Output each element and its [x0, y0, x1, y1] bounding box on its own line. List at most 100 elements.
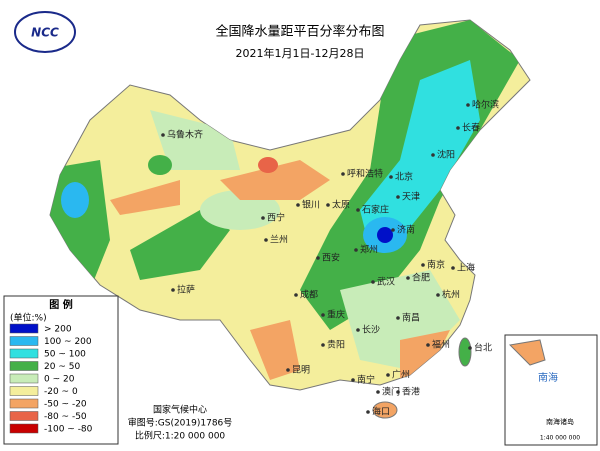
city-label: 南昌	[402, 312, 420, 324]
legend-unit: (单位:%)	[10, 312, 47, 324]
city-dot	[376, 390, 380, 394]
legend-label: 20 ~ 50	[44, 362, 80, 372]
legend-label: > 200	[44, 325, 72, 335]
city-label: 南京	[427, 259, 445, 271]
city-dot	[356, 328, 360, 332]
city-label: 澳门	[382, 386, 400, 398]
city-label: 天津	[402, 192, 420, 203]
city-dot	[421, 263, 425, 267]
city-dot	[436, 293, 440, 297]
city-dot	[466, 103, 470, 107]
city-dot	[386, 373, 390, 377]
city-dot	[396, 316, 400, 320]
title: 全国降水量距平百分率分布图	[215, 24, 384, 40]
city-dot	[261, 216, 265, 220]
city-dot	[286, 368, 290, 372]
legend-swatch	[9, 373, 39, 384]
city-label: 沈阳	[437, 149, 455, 161]
legend-swatch	[9, 411, 39, 421]
city-label: 哈尔滨	[472, 99, 499, 111]
city-dot	[341, 172, 345, 176]
city-label: 海口	[372, 406, 390, 418]
city-dot	[396, 390, 400, 394]
city-label: 西安	[322, 252, 340, 264]
city-label: 福州	[432, 339, 450, 351]
city-label: 西宁	[267, 212, 285, 224]
footer-org: 国家气候中心	[153, 404, 207, 416]
city-dot	[431, 153, 435, 157]
china-map	[49, 19, 531, 419]
legend-label: -20 ~ 0	[44, 387, 78, 397]
city-label: 郑州	[360, 244, 378, 256]
subtitle: 2021年1月1日-12月28日	[236, 46, 365, 60]
legend-label: -100 ~ -80	[44, 425, 93, 435]
legend-label: -50 ~ -20	[44, 400, 87, 410]
city-dot	[389, 175, 393, 179]
legend-swatch	[9, 323, 39, 334]
footer: 国家气候中心 审图号:GS(2019)1786号 比例尺:1:20 000 00…	[128, 404, 233, 442]
footer-review: 审图号:GS(2019)1786号	[128, 417, 233, 429]
city-dot	[391, 228, 395, 232]
inset-sea: 南海	[538, 371, 558, 384]
city-dot	[354, 248, 358, 252]
legend-label: 100 ~ 200	[44, 337, 92, 347]
legend-label: 50 ~ 100	[44, 350, 86, 360]
city-dot	[366, 410, 370, 414]
city-label: 武汉	[377, 276, 395, 288]
city-dot	[321, 343, 325, 347]
city-dot	[351, 378, 355, 382]
legend-swatch	[9, 423, 39, 434]
legend-swatch	[9, 336, 39, 346]
city-label: 重庆	[327, 309, 345, 321]
city-dot	[456, 126, 460, 130]
city-label: 南宁	[357, 374, 375, 386]
logo-text: NCC	[31, 26, 59, 40]
city-label: 石家庄	[362, 204, 389, 216]
legend-title: 图 例	[49, 298, 72, 311]
city-label: 昆明	[292, 365, 310, 376]
city-dot	[396, 195, 400, 199]
city-label: 香港	[402, 386, 420, 398]
city-label: 上海	[457, 262, 475, 274]
city-label: 银川	[302, 199, 320, 211]
city-label: 合肥	[412, 272, 430, 284]
legend-swatch	[9, 348, 39, 359]
city-dot	[468, 346, 472, 350]
city-dot	[326, 203, 330, 207]
city-label: 拉萨	[177, 284, 195, 296]
city-dot	[296, 203, 300, 207]
city-label: 广州	[392, 369, 410, 381]
city-label: 呼和浩特	[347, 168, 383, 180]
city-dot	[161, 133, 165, 137]
city-dot	[371, 280, 375, 284]
inset: 南海 南海诸岛 1:40 000 000	[504, 334, 598, 446]
city-label: 台北	[474, 342, 492, 354]
city-dot	[316, 256, 320, 260]
city-dot	[451, 266, 455, 270]
legend-swatch	[9, 386, 39, 396]
city-dot	[356, 208, 360, 212]
city-dot	[426, 343, 430, 347]
city-label: 成都	[300, 289, 318, 301]
city-dot	[321, 313, 325, 317]
city-label: 太原	[332, 199, 350, 211]
city-label: 兰州	[270, 234, 288, 246]
city-label: 北京	[395, 171, 413, 183]
logo: NCC	[14, 11, 76, 53]
legend-label: 0 ~ 20	[44, 375, 75, 385]
inset-scale: 1:40 000 000	[540, 435, 580, 442]
city-label: 长春	[462, 122, 480, 134]
city-label: 贵阳	[327, 339, 345, 351]
city-dot	[264, 238, 268, 242]
city-label: 长沙	[362, 324, 380, 336]
legend-label: -80 ~ -50	[44, 412, 87, 422]
city-label: 杭州	[442, 289, 460, 301]
inset-islands: 南海诸岛	[546, 417, 574, 426]
city-dot	[171, 288, 175, 292]
city-dot	[294, 293, 298, 297]
footer-scale: 比例尺:1:20 000 000	[135, 430, 226, 442]
city-label: 乌鲁木齐	[167, 129, 203, 141]
legend-swatch	[9, 361, 39, 371]
legend-swatch	[9, 398, 39, 409]
